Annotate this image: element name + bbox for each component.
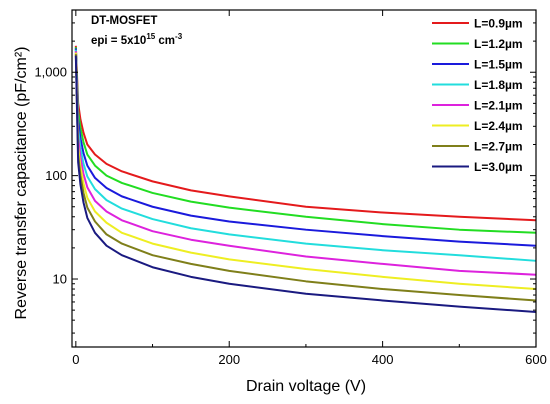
axis-ticks: 0 200 400 600 10 100 1,000 [34,10,547,367]
x-tick-label: 600 [525,352,547,367]
legend-label: L=1.2µm [474,37,523,51]
series-line [74,47,537,234]
plot-frame [71,9,537,348]
y-axis-title: Reverse transfer capacitance (pF/cm²) [13,47,30,320]
series-line [74,49,537,262]
annotation-device: DT-MOSFET [91,15,157,27]
series-line [74,45,537,222]
annotation-doping: epi = 5x1015 cm-3 [91,32,183,47]
y-tick-label: 100 [45,168,67,183]
x-tick-label: 400 [372,352,394,367]
legend-label: L=3.0µm [474,160,523,174]
annotation-doping-unit-exp: -3 [175,32,183,41]
annotation-doping-exp: 15 [146,32,155,41]
legend-label: L=2.1µm [474,99,523,113]
x-axis-title: Drain voltage (V) [246,378,366,395]
series-line [74,55,537,313]
series-line [74,48,537,247]
series-line [74,52,537,291]
annotation-doping-prefix: epi = 5x10 [91,35,146,47]
legend-label: L=2.4µm [474,119,523,133]
annotation-doping-unit: cm [155,35,175,47]
legend-label: L=2.7µm [474,140,523,154]
y-tick-label: 1,000 [34,65,67,80]
series-line [74,51,537,276]
legend: L=0.9µm L=1.2µm L=1.5µm L=1.8µm L=2.1µm L=2.4… [432,17,523,174]
y-tick-label: 10 [53,272,67,287]
x-tick-label: 200 [218,352,240,367]
series-line [74,54,537,302]
plot-lines [74,45,537,313]
legend-label: L=1.5µm [474,58,523,72]
legend-label: L=1.8µm [474,78,523,92]
legend-label: L=0.9µm [474,17,523,31]
x-tick-label: 0 [72,352,79,367]
